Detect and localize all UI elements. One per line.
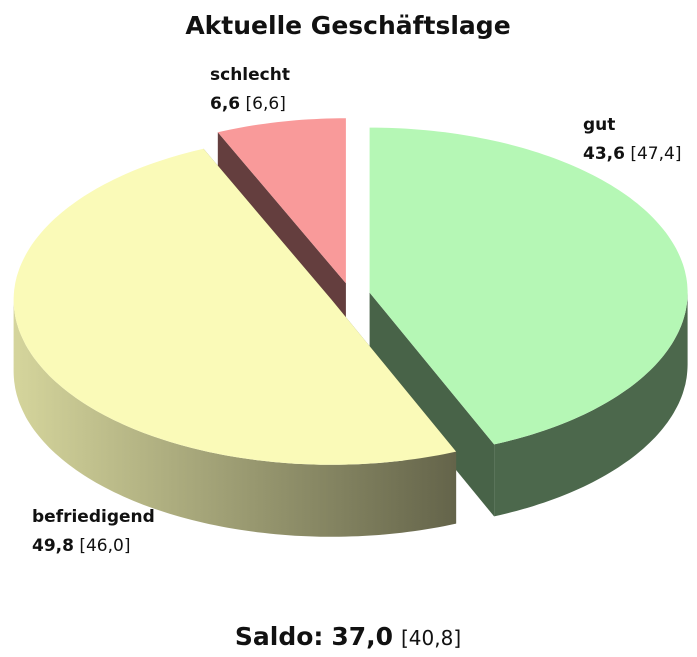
slice xyxy=(13,148,457,465)
category-label: schlecht xyxy=(210,65,290,85)
slice-side xyxy=(494,292,688,517)
value-label: 6,6 [6,6] xyxy=(210,94,286,114)
category-label: gut xyxy=(583,115,615,135)
saldo: Saldo: 37,0 [40,8] xyxy=(235,622,461,651)
chart-title: Aktuelle Geschäftslage xyxy=(185,11,510,40)
saldo-value: 37,0 xyxy=(331,622,393,651)
slice-wall xyxy=(369,292,495,517)
slice-side xyxy=(13,299,457,537)
value: 43,6 xyxy=(583,144,625,164)
pie xyxy=(13,118,688,537)
category-label: befriedigend xyxy=(32,507,155,527)
value: 6,6 xyxy=(210,94,240,114)
slice xyxy=(369,127,688,445)
slice xyxy=(217,118,346,284)
saldo-label: Saldo: xyxy=(235,622,324,651)
previous-value: [46,0] xyxy=(79,536,130,556)
value-label: 43,6 [47,4] xyxy=(583,144,681,164)
value: 49,8 xyxy=(32,536,74,556)
previous-value: [6,6] xyxy=(246,94,286,114)
labels: gut 43,6 [47,4] befriedigend 49,8 [46,0] sch… xyxy=(32,65,681,556)
value-label: 49,8 [46,0] xyxy=(32,536,130,556)
saldo-previous: [40,8] xyxy=(401,626,461,650)
previous-value: [47,4] xyxy=(630,144,681,164)
